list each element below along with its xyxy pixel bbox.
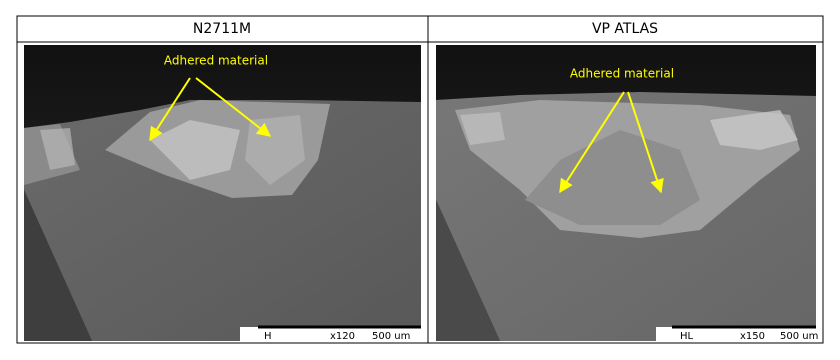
scale-length: 500 um bbox=[780, 331, 818, 342]
sem-image bbox=[24, 45, 421, 341]
scale-detector: HL bbox=[680, 331, 694, 342]
sem-image bbox=[436, 45, 816, 341]
column-header: N2711M bbox=[193, 21, 251, 37]
scale-magnification: x150 bbox=[740, 331, 765, 342]
column-header: VP ATLAS bbox=[592, 21, 658, 37]
figure: N2711M VP ATLAS H x120 500 um Adhered ma… bbox=[0, 0, 840, 360]
scale-length: 500 um bbox=[372, 331, 410, 342]
annotation: Adhered material bbox=[164, 54, 268, 68]
scale-detector: H bbox=[264, 331, 272, 342]
scale-magnification: x120 bbox=[330, 331, 355, 342]
annotation: Adhered material bbox=[570, 67, 674, 81]
